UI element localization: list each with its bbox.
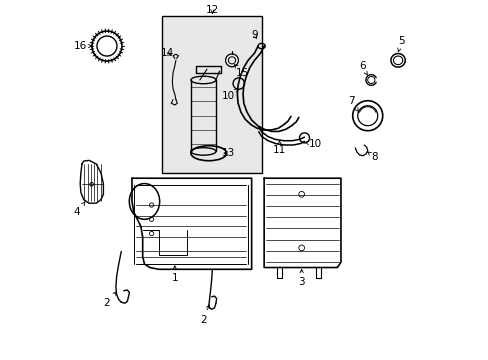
Text: 2: 2 xyxy=(200,305,209,325)
Text: 10: 10 xyxy=(305,139,321,149)
Text: 8: 8 xyxy=(367,152,377,162)
Bar xyxy=(162,16,262,173)
Text: 11: 11 xyxy=(272,141,285,155)
Text: 7: 7 xyxy=(347,96,358,112)
Text: 3: 3 xyxy=(298,269,305,287)
Text: 4: 4 xyxy=(73,202,85,217)
Text: 5: 5 xyxy=(397,36,404,51)
Text: 16: 16 xyxy=(74,41,92,51)
Text: 13: 13 xyxy=(222,148,235,158)
Text: 2: 2 xyxy=(103,292,116,308)
Text: 10: 10 xyxy=(222,89,238,101)
Text: 6: 6 xyxy=(358,62,366,75)
Text: 12: 12 xyxy=(205,5,219,15)
Text: 14: 14 xyxy=(160,48,173,58)
Text: 9: 9 xyxy=(251,30,257,40)
Text: 15: 15 xyxy=(234,64,249,78)
Text: 1: 1 xyxy=(171,266,178,283)
